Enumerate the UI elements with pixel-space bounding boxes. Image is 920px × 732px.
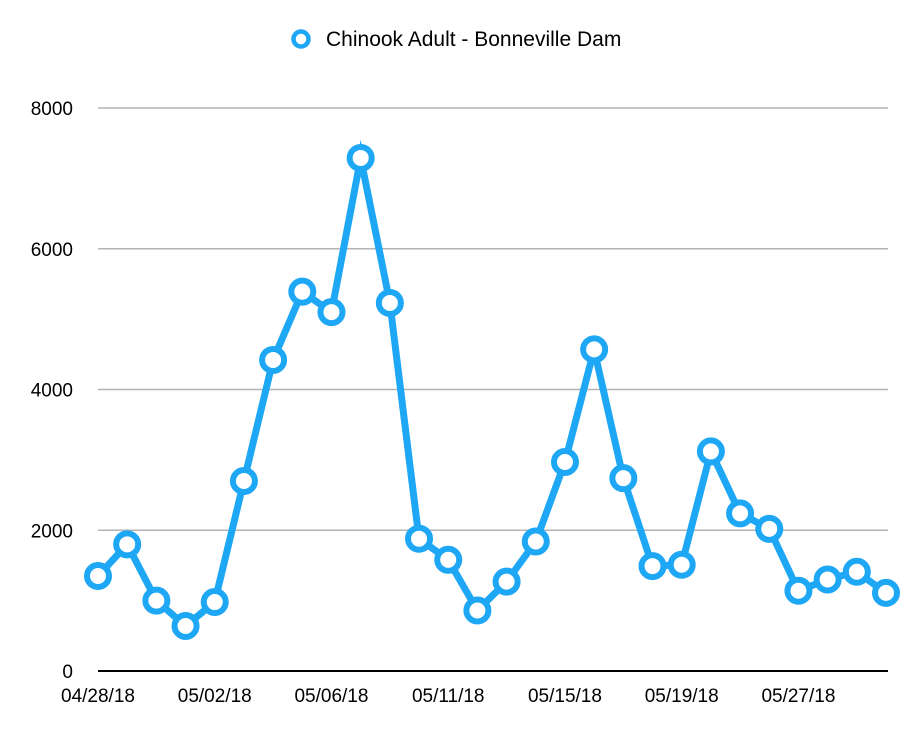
- x-tick-label: 05/15/18: [528, 686, 602, 707]
- data-point: [171, 611, 200, 640]
- data-point: [521, 527, 550, 556]
- x-tick-label: 05/19/18: [645, 686, 719, 707]
- data-point: [288, 277, 317, 306]
- data-point: [113, 530, 142, 559]
- data-point: [813, 565, 842, 594]
- data-point: [580, 335, 609, 364]
- data-point: [229, 466, 258, 495]
- x-tick-label: 05/27/18: [761, 686, 835, 707]
- data-point: [405, 524, 434, 553]
- x-tick-label: 05/11/18: [412, 686, 485, 707]
- data-point: [784, 576, 813, 605]
- y-tick-label: 6000: [31, 240, 73, 261]
- legend-label: Chinook Adult - Bonneville Dam: [326, 28, 621, 51]
- data-point: [463, 596, 492, 625]
- data-point: [142, 586, 171, 615]
- series-line: [95, 139, 889, 631]
- data-point: [696, 437, 725, 466]
- data-point: [726, 499, 755, 528]
- chart-legend: Chinook Adult - Bonneville Dam: [291, 28, 621, 51]
- x-tick-label: 05/02/18: [178, 686, 252, 707]
- x-tick-label: 04/28/18: [61, 686, 135, 707]
- data-point: [609, 464, 638, 493]
- y-tick-label: 8000: [31, 99, 73, 120]
- data-point: [550, 447, 579, 476]
- data-point: [872, 578, 900, 607]
- data-point: [667, 550, 696, 579]
- y-tick-label: 0: [62, 662, 73, 683]
- data-point: [755, 514, 784, 543]
- gridlines: [98, 107, 888, 531]
- data-point: [84, 561, 112, 590]
- data-point: [259, 345, 288, 374]
- x-axis: 04/28/18 05/02/18 05/06/18 05/11/18 05/15/18…: [61, 670, 888, 707]
- legend-marker: [291, 29, 311, 49]
- y-axis: 0 2000 4000 6000 8000: [31, 99, 73, 683]
- data-point: [346, 143, 375, 172]
- data-point: [200, 588, 229, 617]
- x-tick-label: 05/06/18: [294, 686, 368, 707]
- y-tick-label: 2000: [31, 521, 73, 542]
- data-series: [84, 139, 900, 640]
- data-point: [492, 567, 521, 596]
- data-point: [434, 545, 463, 574]
- data-point: [842, 557, 871, 586]
- data-point: [638, 552, 667, 581]
- y-tick-label: 4000: [31, 381, 73, 402]
- data-point: [375, 288, 404, 317]
- data-point: [317, 298, 346, 327]
